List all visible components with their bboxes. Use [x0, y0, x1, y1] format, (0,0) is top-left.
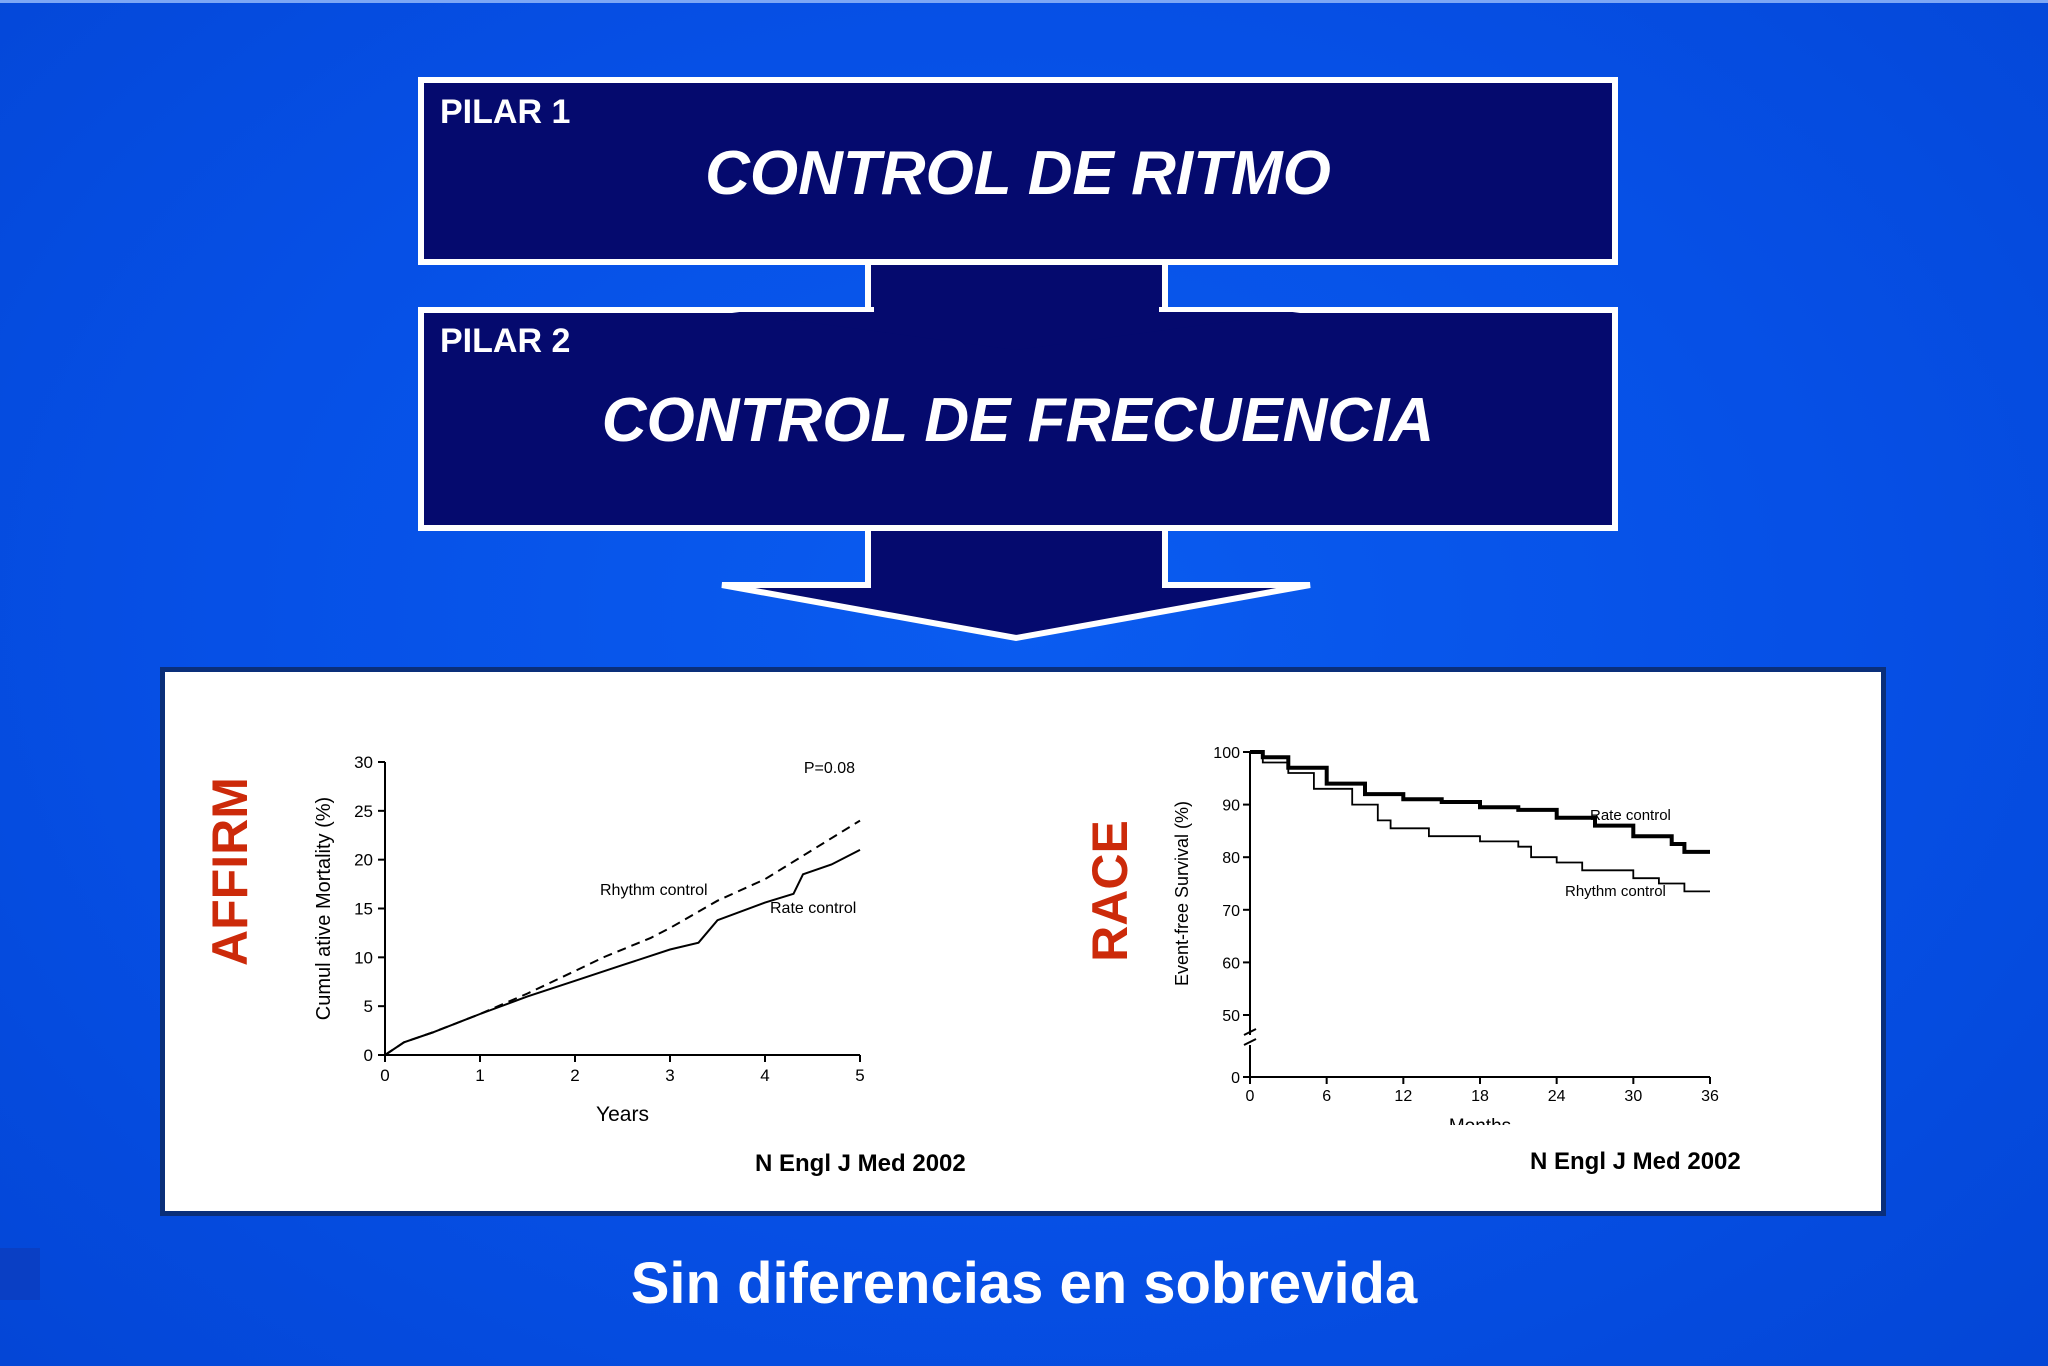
affirm-reference: N Engl J Med 2002 [755, 1150, 966, 1177]
affirm-chart: 0 1 2 3 4 5 0 5 10 15 20 25 30 Years Cumul ative Morta… [313, 753, 865, 1126]
series-line-rate-control [384, 849, 861, 1056]
y-axis-label: Event-free Survival (%) [1172, 801, 1192, 986]
y-tick-label: 15 [354, 900, 373, 919]
conclusion-text: Sin diferencias en sobrevida [630, 1251, 1418, 1316]
pillar1-tag: PILAR 1 [440, 93, 571, 131]
y-tick-label: 70 [1222, 903, 1240, 920]
axis-break-mark [1243, 1028, 1257, 1046]
pillar-flow-diagram [418, 77, 1618, 642]
series-label-rhythm-control: Rhythm control [1565, 883, 1666, 900]
x-tick-label: 6 [1322, 1088, 1331, 1105]
y-tick-label: 100 [1213, 745, 1240, 762]
x-axis-label: Months [1449, 1116, 1511, 1125]
y-axis-label: Cumul ative Mortality (%) [313, 797, 335, 1020]
series-label-rate-control: Rate control [770, 900, 856, 917]
y-tick-label: 60 [1222, 955, 1240, 972]
y-tick-label: 90 [1222, 798, 1240, 815]
decorative-square [0, 1248, 40, 1300]
series-line-rhythm-control [384, 819, 861, 1056]
arrow-2 [721, 525, 1311, 642]
series-line-rate-control [1250, 750, 1710, 854]
race-reference: N Engl J Med 2002 [1530, 1148, 1741, 1175]
pillar2-tag: PILAR 2 [440, 322, 571, 360]
charts-panel [160, 667, 1886, 1216]
y-tick-label: 80 [1222, 850, 1240, 867]
y-tick-label: 25 [354, 802, 373, 821]
y-tick-label: 50 [1222, 1008, 1240, 1025]
race-label: RACE [1082, 820, 1138, 962]
series-label-rate-control: Rate control [1590, 807, 1671, 824]
x-tick-label: 0 [380, 1066, 389, 1085]
p-value-annotation: P=0.08 [804, 760, 855, 777]
x-tick-label: 5 [855, 1066, 864, 1085]
y-tick-label: 10 [354, 948, 373, 967]
x-axis-label: Years [596, 1103, 649, 1126]
x-tick-label: 1 [475, 1066, 484, 1085]
race-chart: 0 6 12 18 24 30 36 0 50 60 70 80 90 100 Months Event-fr… [1172, 745, 1719, 1125]
x-tick-label: 36 [1701, 1088, 1719, 1105]
y-tick-label: 0 [1231, 1070, 1240, 1087]
y-tick-label: 30 [354, 753, 373, 772]
x-tick-label: 3 [665, 1066, 674, 1085]
x-tick-label: 2 [570, 1066, 579, 1085]
y-tick-label: 5 [364, 997, 373, 1016]
affirm-label: AFFIRM [202, 777, 258, 966]
pillar2-title: CONTROL DE FRECUENCIA [601, 386, 1435, 455]
top-border-line [0, 0, 2048, 3]
pillar1-title: CONTROL DE RITMO [705, 139, 1331, 208]
x-tick-label: 12 [1394, 1088, 1412, 1105]
pillar1-box [418, 77, 1618, 265]
x-tick-label: 24 [1548, 1088, 1566, 1105]
y-tick-label: 20 [354, 851, 373, 870]
series-label-rhythm-control: Rhythm control [600, 882, 708, 899]
series-line-rhythm-control [1250, 751, 1710, 893]
x-tick-label: 0 [1246, 1088, 1255, 1105]
y-tick-label: 0 [364, 1046, 373, 1065]
x-tick-label: 4 [760, 1066, 769, 1085]
x-tick-label: 30 [1624, 1088, 1642, 1105]
x-tick-label: 18 [1471, 1088, 1489, 1105]
